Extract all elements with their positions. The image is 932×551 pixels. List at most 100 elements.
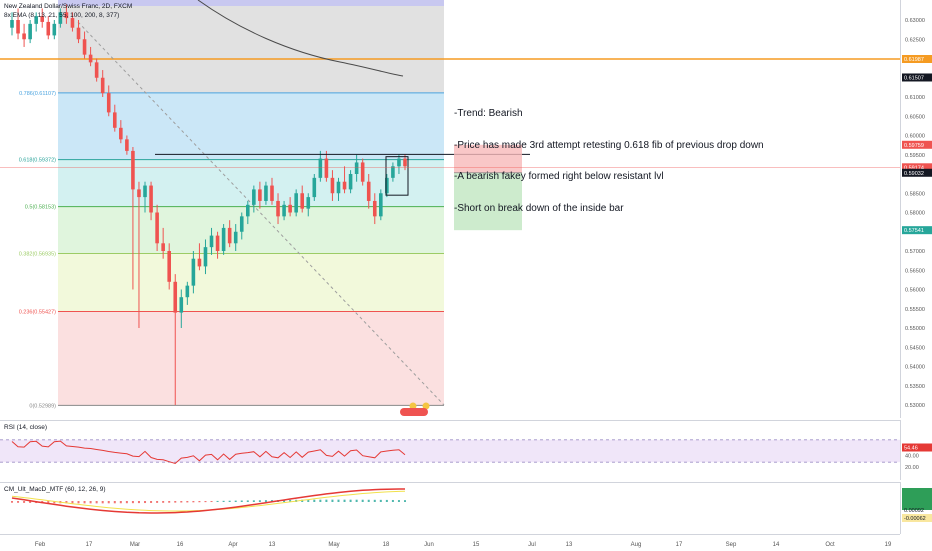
price-chart[interactable]: 0.786(0.61107) 0.618(0.59372) 0.5(0.58153)… (0, 0, 900, 418)
candle-body (40, 16, 45, 22)
candle-body (391, 166, 395, 178)
candle-body (119, 127, 123, 140)
macd-value-label: 0.00092 (904, 508, 924, 514)
time-axis[interactable]: Feb 17 Mar 16 Apr 13 May 18 Jun 15 Jul 13 Aug 17 Sep 14… (0, 534, 900, 551)
price-label-bg (902, 140, 932, 149)
macd-histogram-bar (17, 501, 20, 503)
annotation-line: -Short on break down of the inside bar (454, 202, 624, 214)
macd-histogram-bar (307, 499, 310, 502)
candle-body (227, 227, 232, 244)
candle-body (209, 235, 214, 248)
candle-body (22, 33, 26, 40)
ema-line (197, 0, 404, 77)
macd-histogram-bar (367, 499, 370, 502)
fib-label: 0(0.52989) (29, 403, 56, 409)
rsi-band (0, 439, 900, 463)
candle-body (246, 204, 250, 217)
price-tick: 0.55000 (905, 326, 925, 332)
candle-body (360, 162, 365, 182)
price-label-bg (902, 163, 932, 172)
time-tick: 17 (86, 542, 93, 548)
annotation-line: -A bearish fakey formed right below resi… (454, 171, 664, 182)
candle-body (76, 27, 81, 40)
macd-histogram-bar (349, 499, 352, 502)
macd-histogram-bar (319, 499, 322, 502)
fib-zone (58, 253, 444, 312)
candle-body (258, 189, 262, 201)
emoji-marker (409, 402, 417, 410)
candle-body (330, 177, 335, 194)
candle-body (125, 139, 129, 151)
price-tick: 0.53500 (905, 384, 925, 390)
macd-histogram-bar (391, 499, 394, 502)
candle-body (342, 181, 347, 190)
macd-histogram-bar (301, 499, 304, 502)
fib-label: 0.382(0.56935) (19, 252, 56, 258)
candle-body (197, 258, 202, 267)
macd-histogram-bar (216, 500, 219, 502)
price-label: 0.61987 (904, 57, 924, 63)
time-tick: 15 (473, 542, 480, 548)
macd-histogram-bar (101, 501, 104, 504)
macd-histogram-bar (29, 501, 32, 503)
macd-histogram-bar (119, 501, 122, 504)
macd-histogram-bar (246, 500, 249, 502)
annotation-line: -Price has made 3rd attempt retesting 0.… (454, 139, 764, 151)
macd-chart (11, 488, 406, 514)
candle-body (348, 174, 353, 190)
ideas-badge (400, 408, 428, 416)
macd-histogram-bar (210, 501, 213, 503)
price-label: 0.59032 (904, 171, 924, 177)
candle-body (372, 200, 377, 217)
macd-line (11, 488, 405, 514)
price-pane[interactable]: 0.786(0.61107) 0.618(0.59372) 0.5(0.58153)… (0, 0, 900, 418)
time-tick: 16 (177, 542, 184, 548)
macd-histogram-bar (289, 499, 292, 502)
macd-histogram-bar (331, 499, 334, 502)
macd-scale-labels: 0.00092 -0.00062 (902, 488, 932, 522)
candle-body (264, 185, 268, 201)
candle-body (52, 23, 57, 36)
fib-label: 0.5(0.58153) (25, 205, 56, 211)
fib-label: 0.618(0.59372) (19, 158, 56, 164)
time-tick: 13 (566, 542, 573, 548)
time-tick: 14 (773, 542, 780, 548)
price-label-bg (902, 168, 932, 177)
price-tick: 0.62500 (905, 37, 925, 43)
rsi-pane[interactable]: RSI (14, close) (0, 420, 900, 481)
candle-body (215, 235, 220, 251)
price-tick: 0.60500 (905, 114, 925, 120)
price-scale[interactable]: 0.630000.625000.620000.615000.610000.605… (900, 0, 932, 418)
macd-histogram-bar (131, 501, 134, 504)
macd-histogram-bar (379, 499, 382, 502)
candle-body (131, 150, 135, 190)
macd-pane[interactable]: CM_Ult_MacD_MTF (60, 12, 26, 9) (0, 482, 900, 535)
candle-body (161, 243, 165, 251)
candle-body (173, 281, 178, 313)
candle-body (106, 93, 111, 113)
candle-body (312, 177, 317, 198)
time-axis-labels: Feb 17 Mar 16 Apr 13 May 18 Jun 15 Jul 13 Aug 17 Sep 14… (35, 542, 892, 548)
price-tick: 0.56000 (905, 288, 925, 294)
price-label: 0.61507 (904, 75, 924, 81)
inside-bar-box (385, 156, 409, 196)
candle-body (239, 216, 244, 232)
candle-body (270, 185, 274, 201)
candle-body (179, 297, 184, 313)
macd-histogram-bar (313, 499, 316, 502)
macd-histogram-bar (150, 501, 153, 503)
macd-title: CM_Ult_MacD_MTF (60, 12, 26, 9) (4, 486, 106, 493)
ema-legend: 8x EMA (8, 13, 21, 55, 100, 200, 8, 377) (4, 12, 120, 19)
macd-histogram-bar (186, 501, 189, 503)
candle-body (137, 189, 141, 198)
candle-body (397, 158, 401, 167)
candle-body (10, 20, 14, 28)
rsi-value-bg (902, 443, 932, 452)
macd-histogram-bar (228, 500, 231, 502)
emoji-marker (422, 402, 430, 410)
macd-histogram-bar (222, 500, 225, 502)
macd-histogram-bar (174, 501, 177, 503)
price-tick: 0.54000 (905, 365, 925, 371)
macd-histogram-bar (83, 501, 86, 504)
fib-trendline (77, 21, 445, 406)
